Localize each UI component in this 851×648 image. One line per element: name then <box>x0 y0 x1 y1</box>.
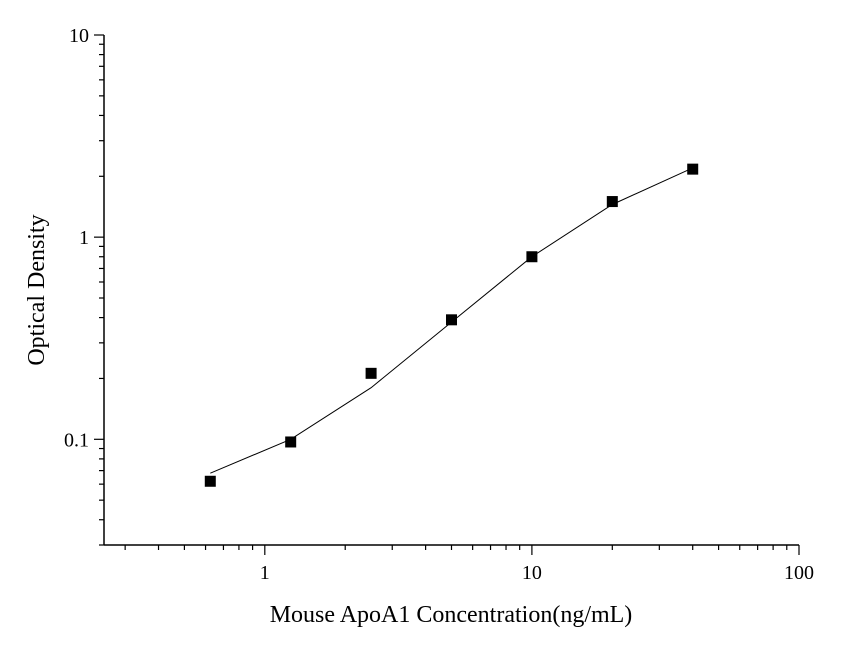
y-tick-label: 0.1 <box>64 429 89 451</box>
data-point <box>365 367 377 379</box>
x-tick-label: 100 <box>784 562 814 584</box>
data-point <box>526 251 538 263</box>
x-tick-label: 1 <box>260 562 270 584</box>
y-tick-label: 1 <box>79 227 89 249</box>
y-axis-title: Optical Density <box>24 214 50 365</box>
y-tick-label: 10 <box>69 25 89 47</box>
data-point <box>285 436 297 448</box>
data-point <box>446 314 457 326</box>
data-point <box>204 475 216 487</box>
x-tick-label: 10 <box>522 562 542 584</box>
x-axis-title: Mouse ApoA1 Concentration(ng/mL) <box>270 602 633 628</box>
data-points-layer <box>204 163 699 487</box>
data-point <box>687 163 699 175</box>
data-point <box>606 196 618 208</box>
axes: 1 10 100 0.1 1 10 <box>64 25 814 584</box>
